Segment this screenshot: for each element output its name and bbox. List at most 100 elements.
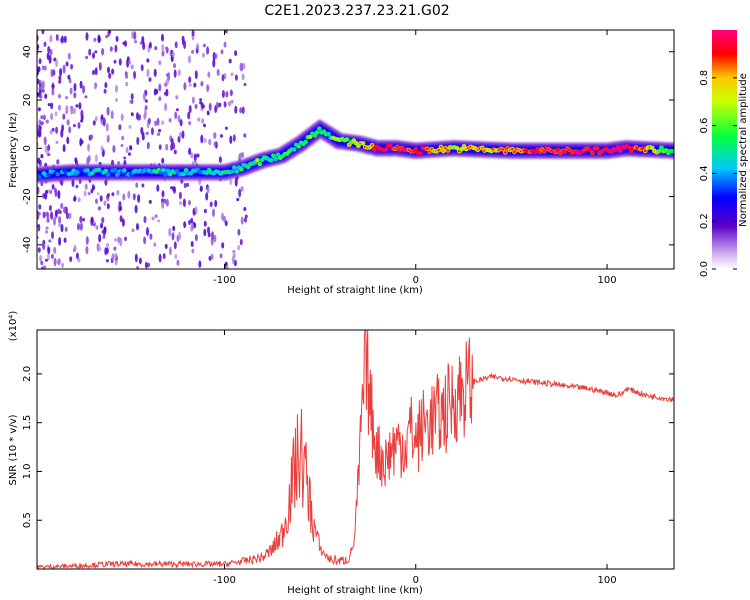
noise-speckle [207, 232, 211, 238]
ridge-core [513, 150, 516, 153]
noise-speckle [179, 119, 183, 127]
ridge-core [616, 146, 620, 149]
noise-speckle [194, 234, 198, 242]
noise-speckle [199, 101, 203, 105]
noise-speckle [40, 154, 44, 159]
noise-speckle [68, 126, 72, 134]
noise-speckle [174, 111, 178, 120]
noise-speckle [42, 241, 46, 251]
noise-speckle [165, 198, 169, 207]
noise-speckle [154, 120, 158, 127]
noise-speckle [178, 131, 182, 139]
noise-speckle [50, 102, 54, 110]
ridge-core [352, 139, 356, 142]
noise-speckle [93, 37, 97, 42]
noise-speckle [114, 44, 118, 53]
noise-speckle [114, 252, 118, 259]
noise-speckle [218, 102, 222, 108]
noise-speckle [37, 107, 41, 112]
noise-speckle [53, 216, 56, 226]
noise-speckle [203, 208, 207, 214]
colorbar-tick-label: 0.8 [699, 70, 710, 86]
noise-speckle [131, 228, 135, 233]
noise-speckle [85, 55, 89, 60]
spectrogram-marks [37, 30, 674, 269]
noise-speckle [135, 182, 139, 188]
ridge-cell [257, 161, 263, 167]
ridge-cell [273, 156, 279, 162]
noise-speckle [46, 119, 49, 124]
noise-speckle [65, 212, 69, 220]
noise-speckle [41, 30, 45, 35]
noise-speckle [241, 73, 245, 81]
noise-speckle [50, 112, 54, 121]
noise-speckle [158, 253, 162, 263]
noise-speckle [95, 198, 98, 204]
noise-speckle [141, 183, 145, 188]
noise-speckle [161, 33, 164, 42]
ridge-cell [271, 153, 276, 158]
noise-speckle [224, 126, 228, 130]
noise-speckle [208, 138, 212, 146]
noise-speckle [83, 190, 87, 197]
ridge-cell [268, 158, 274, 163]
noise-speckle [77, 197, 81, 203]
noise-speckle [97, 206, 101, 211]
ridge-cell [344, 137, 350, 142]
noise-speckle [156, 117, 160, 126]
ridge-core [446, 149, 450, 152]
ridge-cell [275, 152, 281, 157]
noise-speckle [51, 231, 54, 240]
noise-speckle [188, 76, 192, 83]
noise-speckle [198, 260, 202, 268]
noise-speckle [203, 228, 207, 237]
noise-speckle [37, 247, 41, 253]
noise-speckle [108, 30, 112, 34]
noise-speckle [171, 232, 175, 241]
noise-speckle [153, 242, 157, 247]
ridge-core [414, 148, 418, 151]
y-tick-label: 20 [22, 94, 33, 107]
y-tick-label: 1.5 [22, 415, 33, 431]
noise-speckle [99, 195, 103, 202]
colorbar-tick-label: 0.0 [699, 261, 710, 277]
ridge-cell [96, 167, 102, 173]
ridge-core [444, 147, 447, 150]
ridge-cell [114, 172, 120, 177]
noise-speckle [86, 157, 90, 165]
noise-speckle [183, 82, 187, 91]
ridge-cell [656, 149, 662, 154]
noise-speckle [72, 124, 76, 128]
noise-speckle [121, 135, 125, 141]
noise-speckle [216, 69, 220, 76]
noise-speckle [188, 199, 191, 206]
noise-speckle [79, 222, 83, 231]
noise-speckle [206, 110, 210, 116]
noise-speckle [202, 52, 205, 58]
noise-speckle [203, 220, 207, 227]
noise-speckle [65, 105, 69, 113]
noise-speckle [212, 208, 215, 217]
noise-speckle [150, 127, 154, 135]
noise-speckle [48, 205, 52, 211]
ridge-core [618, 149, 622, 152]
ridge-cell [314, 130, 320, 135]
noise-speckle [173, 186, 176, 194]
y-tick-label: 0.5 [22, 512, 33, 528]
noise-speckle [239, 62, 243, 72]
noise-speckle [212, 52, 216, 61]
noise-speckle [148, 77, 152, 82]
snr-x-ticks: -100 0 100 [213, 330, 617, 586]
noise-speckle [225, 91, 229, 98]
noise-speckle [50, 253, 54, 259]
noise-speckle [158, 144, 162, 151]
noise-speckle [203, 138, 207, 143]
noise-speckle [37, 78, 40, 85]
noise-speckle [119, 237, 123, 247]
noise-speckle [94, 116, 98, 122]
noise-speckle [53, 257, 57, 267]
noise-speckle [110, 110, 114, 120]
noise-speckle [67, 52, 71, 60]
noise-speckle [138, 257, 142, 265]
colorbar-label: Normalized spectral amplitude [738, 73, 749, 227]
